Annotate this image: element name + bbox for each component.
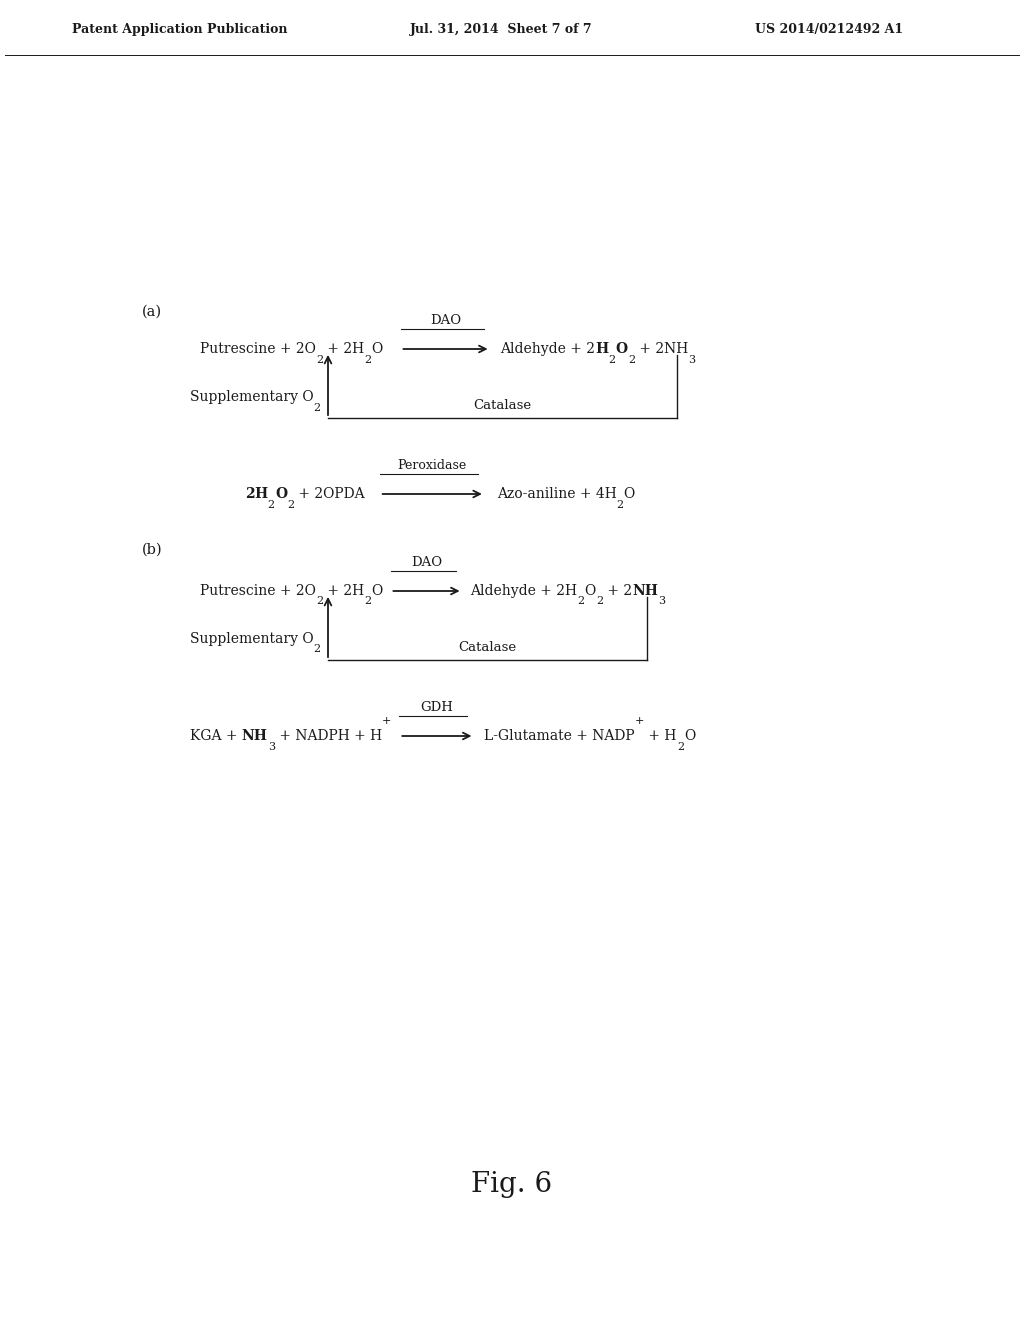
Text: O: O	[274, 487, 287, 502]
Text: (b): (b)	[142, 543, 163, 557]
Text: + 2OPDA: + 2OPDA	[294, 487, 365, 502]
Text: 2: 2	[267, 499, 274, 510]
Text: +: +	[382, 715, 391, 726]
Text: Azo-aniline + 4H: Azo-aniline + 4H	[497, 487, 616, 502]
Text: 2: 2	[315, 597, 323, 606]
Text: Supplementary O: Supplementary O	[190, 389, 313, 404]
Text: Fig. 6: Fig. 6	[471, 1172, 553, 1199]
Text: + H: + H	[644, 729, 677, 743]
Text: + NADPH + H: + NADPH + H	[274, 729, 382, 743]
Text: 2: 2	[365, 355, 372, 364]
Text: 2: 2	[245, 487, 255, 502]
Text: O: O	[684, 729, 695, 743]
Text: O: O	[585, 583, 596, 598]
Text: Supplementary O: Supplementary O	[190, 632, 313, 645]
Text: 3: 3	[688, 355, 695, 364]
Text: 2: 2	[608, 355, 615, 364]
Text: + 2: + 2	[603, 583, 632, 598]
Text: 2: 2	[287, 499, 294, 510]
Text: H: H	[255, 487, 267, 502]
Text: (a): (a)	[142, 305, 162, 319]
Text: + 2H: + 2H	[323, 342, 365, 356]
Text: 2: 2	[365, 597, 372, 606]
Text: 2: 2	[313, 644, 321, 655]
Text: 3: 3	[658, 597, 666, 606]
Text: Jul. 31, 2014  Sheet 7 of 7: Jul. 31, 2014 Sheet 7 of 7	[410, 24, 593, 37]
Text: NH: NH	[632, 583, 658, 598]
Text: + 2H: + 2H	[323, 583, 365, 598]
Text: Catalase: Catalase	[459, 642, 517, 653]
Text: +: +	[635, 715, 644, 726]
Text: 2: 2	[596, 597, 603, 606]
Text: Aldehyde + 2H: Aldehyde + 2H	[470, 583, 578, 598]
Text: Catalase: Catalase	[474, 399, 531, 412]
Text: KGA +: KGA +	[190, 729, 242, 743]
Text: O: O	[615, 342, 628, 356]
Text: 2: 2	[578, 597, 585, 606]
Text: DAO: DAO	[411, 556, 442, 569]
Text: O: O	[624, 487, 635, 502]
Text: 2: 2	[315, 355, 323, 364]
Text: Patent Application Publication: Patent Application Publication	[72, 24, 288, 37]
Text: H: H	[596, 342, 608, 356]
Text: Peroxidase: Peroxidase	[397, 459, 467, 473]
Text: DAO: DAO	[430, 314, 461, 327]
Text: 3: 3	[267, 742, 274, 751]
Text: GDH: GDH	[421, 701, 454, 714]
Text: O: O	[372, 583, 383, 598]
Text: + 2NH: + 2NH	[635, 342, 688, 356]
Text: Putrescine + 2O: Putrescine + 2O	[200, 583, 315, 598]
Text: US 2014/0212492 A1: US 2014/0212492 A1	[755, 24, 903, 37]
Text: NH: NH	[242, 729, 267, 743]
Text: Putrescine + 2O: Putrescine + 2O	[200, 342, 315, 356]
Text: O: O	[372, 342, 383, 356]
Text: Aldehyde + 2: Aldehyde + 2	[501, 342, 596, 356]
Text: 2: 2	[628, 355, 635, 364]
Text: L-Glutamate + NADP: L-Glutamate + NADP	[484, 729, 635, 743]
Text: 2: 2	[677, 742, 684, 751]
Text: 2: 2	[616, 499, 624, 510]
Text: 2: 2	[313, 403, 321, 413]
